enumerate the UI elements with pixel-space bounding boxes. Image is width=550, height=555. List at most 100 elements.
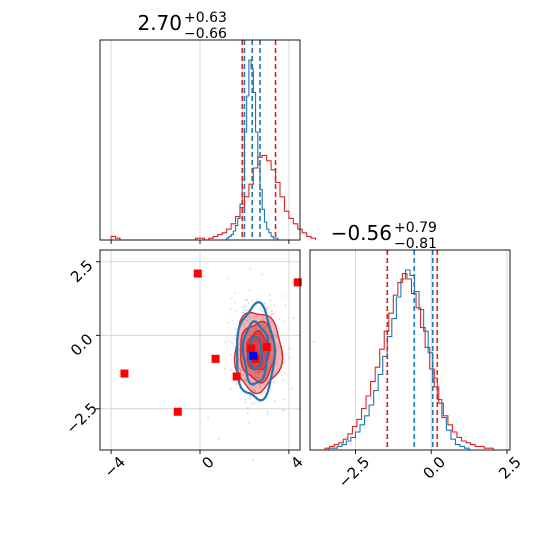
sample-point [246, 407, 249, 410]
sample-point [248, 421, 250, 424]
title-plus-error: +0.79 [394, 220, 437, 236]
sample-point [238, 343, 241, 346]
sample-point [271, 312, 274, 315]
red-marker [173, 407, 182, 416]
marginal-histogram-param-2: −2.5 0.0 2.5 −0.56 +0.79−0.81 [309, 220, 525, 491]
title-minus-error: −0.66 [184, 26, 227, 42]
red-marker [247, 344, 256, 353]
sample-point [266, 410, 269, 413]
sample-point [270, 320, 273, 323]
sample-point [228, 340, 230, 342]
histogram-step-series-1 [327, 269, 470, 450]
sample-point [256, 304, 258, 306]
sample-point [282, 398, 284, 401]
sample-point [249, 395, 251, 398]
sample-point [273, 333, 276, 336]
sample-point [253, 389, 255, 391]
sample-point [229, 307, 232, 310]
sample-point [248, 397, 251, 400]
sample-point [249, 289, 251, 292]
title-minus-error: −0.81 [394, 236, 437, 252]
sample-point [258, 401, 261, 404]
red-marker [293, 278, 302, 287]
sample-point [250, 402, 253, 405]
sample-point [269, 299, 272, 302]
sample-point [243, 398, 246, 401]
histogram-step-series-2 [110, 154, 317, 241]
x-tick-label: 2.5 [495, 453, 525, 483]
red-marker [120, 369, 129, 378]
sample-point [280, 374, 283, 377]
sample-point [272, 312, 275, 315]
sample-point [274, 380, 277, 383]
sample-point [261, 310, 263, 313]
sample-point [234, 328, 237, 331]
x-tick-label: −2.5 [335, 453, 373, 491]
sample-point [273, 381, 275, 384]
sample-point [273, 400, 276, 402]
sample-point [246, 412, 249, 415]
title-median: −0.56 [331, 221, 392, 245]
sample-point [292, 316, 295, 319]
sample-point [244, 402, 247, 404]
sample-point [257, 372, 259, 375]
sample-point [255, 387, 257, 390]
red-marker [262, 343, 271, 352]
sample-point [241, 306, 244, 309]
sample-point [227, 321, 230, 324]
sample-point [261, 318, 264, 321]
sample-point [267, 366, 269, 369]
marginal-histogram-param-1: 2.70 +0.63−0.66 [99, 10, 317, 244]
sample-point [251, 300, 254, 302]
sample-point [231, 341, 233, 344]
sample-point [253, 327, 256, 329]
sample-point [248, 316, 251, 319]
blue-contour-level-2 [241, 320, 270, 386]
sample-point [248, 394, 251, 396]
y-tick-label: 0.0 [67, 330, 97, 360]
sample-point [251, 389, 254, 392]
sample-point [290, 387, 293, 390]
sample-point [265, 325, 268, 328]
sample-point [284, 304, 287, 307]
sample-point [260, 273, 263, 276]
sample-point [229, 388, 232, 391]
sample-point [241, 369, 244, 372]
sample-point [262, 316, 265, 319]
panel-title: 2.70 +0.63−0.66 [137, 10, 227, 42]
sample-point [276, 349, 278, 352]
blue-contour-level-1 [236, 300, 277, 402]
sample-point [242, 323, 245, 326]
joint-scatter-contour: −4 0 4 −2.5 0.0 2.5 [63, 249, 315, 481]
sample-point [271, 359, 273, 361]
sample-point [282, 295, 284, 297]
x-tick-label: 0.0 [419, 453, 449, 483]
sample-point [244, 346, 246, 349]
red-marker [211, 354, 220, 363]
sample-point [244, 309, 246, 311]
sample-point [237, 358, 240, 361]
sample-point [282, 379, 285, 381]
sample-point [239, 369, 242, 372]
sample-point [246, 319, 249, 322]
sample-point [268, 362, 271, 365]
y-tick-label: −2.5 [63, 399, 101, 437]
sample-point [313, 340, 315, 343]
sample-point [233, 302, 236, 304]
sample-point [249, 267, 252, 270]
sample-point [267, 331, 270, 334]
sample-point [268, 294, 271, 297]
sample-point [253, 385, 256, 387]
sample-point [263, 391, 266, 393]
x-tick-label: 0 [198, 453, 217, 472]
title-plus-error: +0.63 [184, 10, 227, 26]
sample-point [273, 304, 276, 307]
sample-point [289, 356, 292, 359]
sample-point [243, 379, 246, 382]
blue-marker [249, 351, 258, 360]
red-marker [193, 269, 202, 278]
sample-point [266, 307, 268, 310]
sample-point [255, 298, 258, 301]
sample-point [224, 341, 227, 343]
sample-point [244, 299, 247, 302]
